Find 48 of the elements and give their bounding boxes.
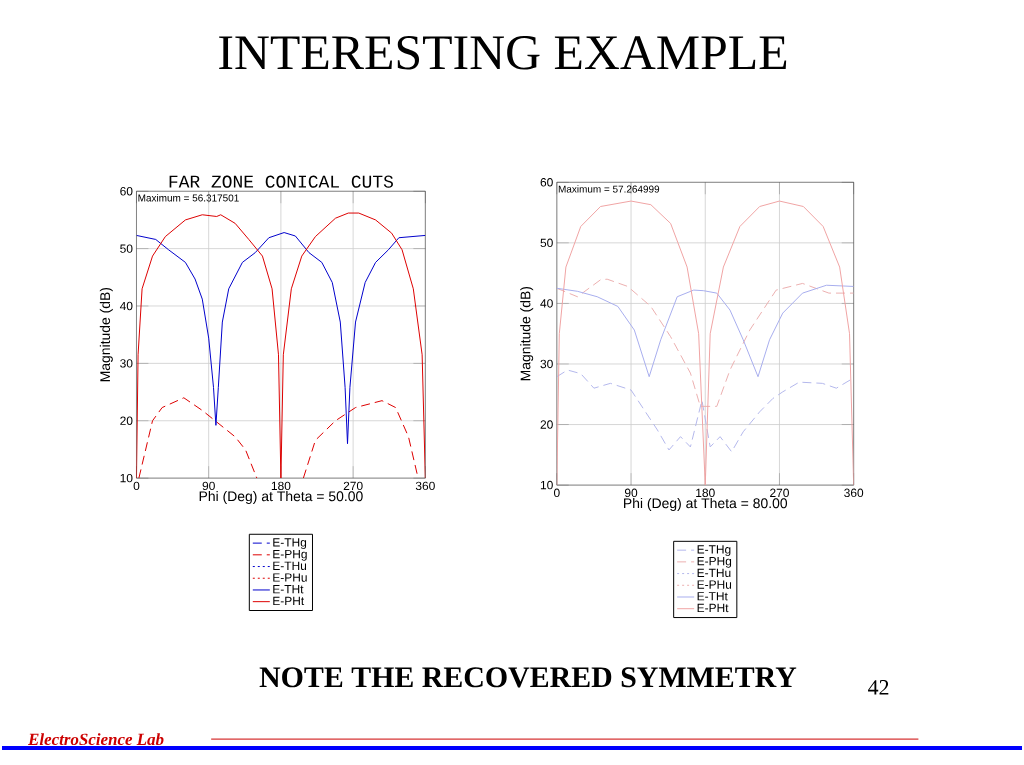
chart-title: FAR ZONE CONICAL CUTS: [169, 175, 393, 188]
y-tick-label: 10: [540, 480, 553, 490]
x-axis-title: Phi (Deg) at Theta = 80.00: [624, 497, 788, 511]
x-tick-label: 360: [415, 481, 435, 491]
text: 42: [868, 680, 889, 695]
y-tick-label: 60: [540, 178, 553, 187]
legend-label: E-THu: [697, 568, 731, 578]
x-tick-label: 90: [202, 481, 215, 491]
legend-label: E-THu: [273, 561, 307, 571]
annotation: Maximum = 56.317501: [138, 194, 239, 202]
line-series: [556, 200, 854, 486]
text: INTERESTING EXAMPLE: [219, 36, 787, 70]
x-tick-label: 270: [343, 481, 363, 491]
y-tick-label: 40: [540, 299, 553, 308]
x-axis-title: Phi (Deg) at Theta = 50.00: [199, 490, 363, 504]
y-tick-label: 10: [120, 473, 133, 483]
annotation: Maximum = 57.264999: [558, 185, 660, 193]
legend-label: E-PHg: [697, 557, 732, 568]
x-tick-label: 360: [844, 488, 864, 498]
x-tick-label: 0: [133, 481, 140, 491]
legend-label: E-PHu: [697, 580, 732, 589]
y-tick-label: 60: [120, 187, 133, 196]
y-axis-title: Magnitude (dB): [520, 286, 534, 381]
y-tick-label: 50: [540, 238, 553, 248]
y-axis-title: Magnitude (dB): [99, 287, 113, 382]
y-tick-label: 40: [119, 301, 133, 311]
line-series: [136, 232, 426, 445]
y-tick-label: 30: [120, 359, 133, 368]
legend-label: E-PHu: [273, 573, 307, 582]
y-tick-label: 20: [540, 420, 553, 429]
text: NOTE THE RECOVERED SYMMETRY: [259, 667, 797, 688]
y-tick-label: 30: [540, 359, 553, 369]
x-tick-label: 180: [696, 488, 715, 498]
x-tick-label: 90: [624, 488, 638, 498]
legend-label: E-THg: [697, 545, 731, 556]
x-tick-label: 0: [553, 488, 560, 498]
y-tick-label: 50: [120, 244, 133, 253]
legend-label: E-THg: [273, 538, 307, 549]
line-series: [556, 284, 854, 378]
legend-label: E-THt: [273, 585, 304, 594]
legend-label: E-PHg: [273, 549, 307, 561]
legend-label: E-PHt: [697, 603, 729, 613]
text: ElectroScience Lab: [27, 733, 164, 746]
legend-label: E-THt: [697, 592, 728, 601]
legend-label: E-PHt: [273, 596, 305, 606]
x-tick-label: 270: [770, 488, 789, 498]
y-tick-label: 20: [120, 416, 133, 425]
x-tick-label: 180: [271, 481, 291, 491]
